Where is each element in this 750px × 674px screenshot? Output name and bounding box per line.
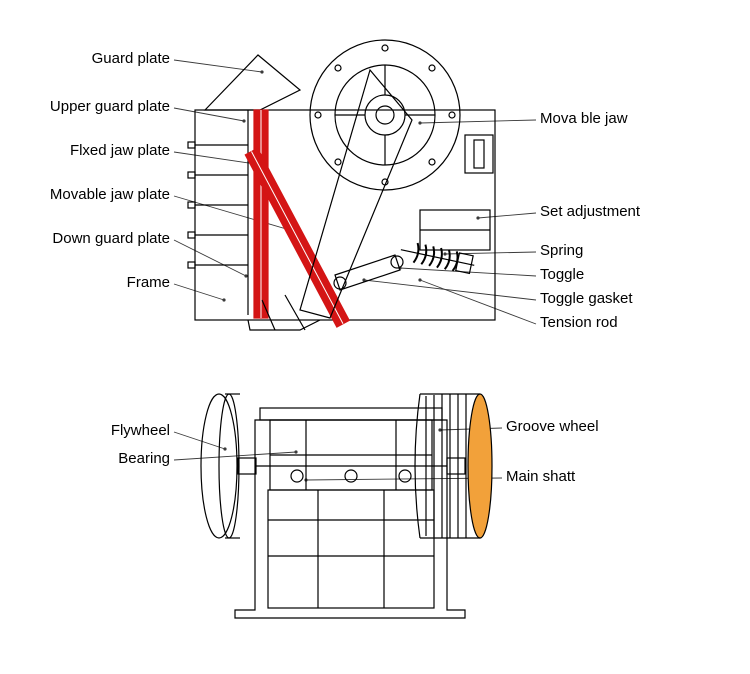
- top-label: Upper guard plate: [50, 98, 170, 115]
- bottom-label: Main shatt: [506, 468, 575, 485]
- top-view: [188, 40, 495, 330]
- top-label: Down guard plate: [52, 230, 170, 247]
- bottom-label: Flywheel: [111, 422, 170, 439]
- diagram-canvas: Guard plate Upper guard plate Flxed jaw pl…: [0, 0, 750, 674]
- top-label: Toggle gasket: [540, 290, 633, 307]
- top-label: Set adjustment: [540, 203, 640, 220]
- top-label: Guard plate: [92, 50, 170, 67]
- top-label: Mova ble jaw: [540, 110, 628, 127]
- bottom-view: [201, 394, 492, 618]
- bottom-label: Bearing: [118, 450, 170, 467]
- top-label: Movable jaw plate: [50, 186, 170, 203]
- top-label: Flxed jaw plate: [70, 142, 170, 159]
- top-label: Toggle: [540, 266, 584, 283]
- bottom-label: Groove wheel: [506, 418, 599, 435]
- top-label: Tension rod: [540, 314, 618, 331]
- top-label: Spring: [540, 242, 583, 259]
- top-label: Frame: [127, 274, 170, 291]
